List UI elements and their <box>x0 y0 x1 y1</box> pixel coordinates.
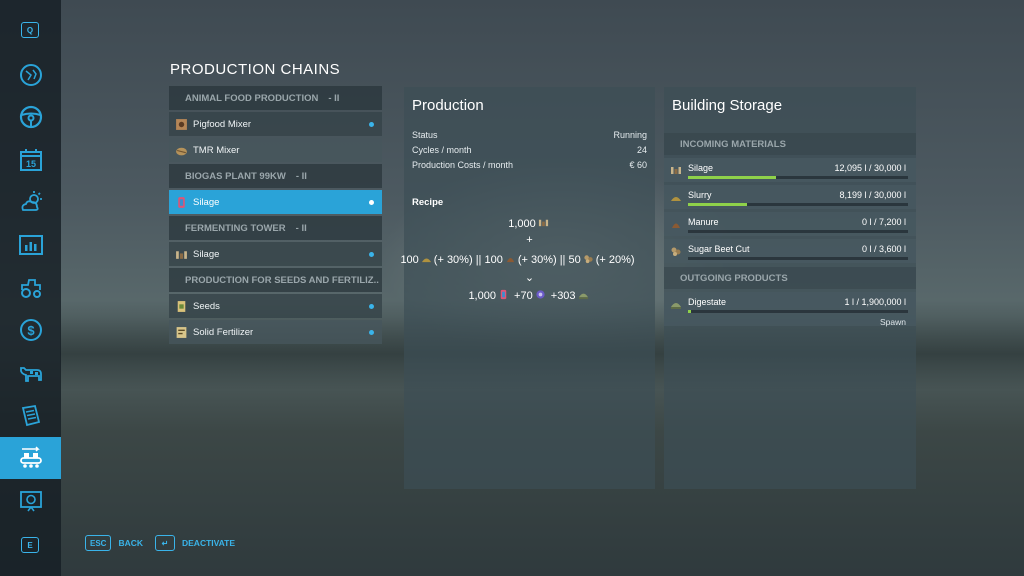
production-panel: Production Status Running Cycles / month 2… <box>400 87 655 489</box>
production-title: Production <box>412 97 484 114</box>
manure-icon <box>672 223 680 228</box>
storage-row-sugar-beet-cut: Sugar Beet Cut 0 l / 3,600 l <box>664 239 916 263</box>
methane-icon <box>536 290 545 299</box>
silage-icon <box>500 289 507 300</box>
active-dot <box>369 303 374 309</box>
calendar-icon: 15 <box>19 149 42 171</box>
calendar-day: 15 <box>25 159 35 169</box>
output-mode[interactable]: Spawn <box>880 317 906 327</box>
slurry-icon <box>421 258 431 263</box>
back-button[interactable]: ESC BACK <box>85 535 143 551</box>
next-tab-key[interactable]: E <box>21 537 39 553</box>
active-dot <box>369 121 374 127</box>
recipe-plus: + <box>526 234 533 246</box>
fill-bar <box>688 176 776 179</box>
storage-row-slurry: Slurry 8,199 l / 30,000 l <box>664 185 916 209</box>
digestate-icon <box>578 293 588 300</box>
sidebar-item-map[interactable] <box>0 54 61 96</box>
recipe-arrow: ⌄ <box>524 272 535 284</box>
tmr-icon <box>176 147 187 155</box>
sidebar: Q 15 $ E <box>0 0 61 576</box>
contracts-icon <box>21 404 40 427</box>
tractor-icon <box>20 279 41 298</box>
recipe-input-main: 1,000 <box>404 217 655 230</box>
production-icon <box>19 446 42 468</box>
recipe-optional-inputs: 100 (+ 30%) || 100 (+ 30%) || 50 (+ 20%) <box>400 254 635 266</box>
silage-bales-icon <box>176 250 187 259</box>
chain-item-silage-biogas[interactable]: Silage <box>169 190 382 214</box>
chain-item-silage-fermenting[interactable]: Silage <box>169 242 382 266</box>
digestate-icon <box>671 303 681 309</box>
active-dot <box>369 329 374 335</box>
active-dot <box>369 199 374 205</box>
chain-group-header: FERMENTING TOWER - II <box>169 216 382 240</box>
sidebar-item-calendar[interactable]: 15 <box>0 139 61 181</box>
manure-icon <box>506 258 514 263</box>
sidebar-item-contracts[interactable] <box>0 395 61 437</box>
sidebar-item-production[interactable] <box>0 437 61 479</box>
storage-row-manure: Manure 0 l / 7,200 l <box>664 212 916 236</box>
finances-icon: $ <box>19 319 42 341</box>
weather-icon <box>21 191 42 211</box>
outgoing-products-header: OUTGOING PRODUCTS <box>664 267 916 289</box>
recipe-outputs: 1,000 +70 +303 <box>404 289 655 302</box>
incoming-materials-header: INCOMING MATERIALS <box>664 133 916 155</box>
slurry-icon <box>671 197 681 201</box>
fill-bar <box>688 203 748 206</box>
chain-item-tmr-mixer[interactable]: TMR Mixer <box>169 138 382 162</box>
sidebar-item-help[interactable] <box>0 480 61 522</box>
sidebar-item-vehicles[interactable] <box>0 96 61 138</box>
fertilizer-icon <box>176 326 187 338</box>
deactivate-button[interactable]: ↵ DEACTIVATE <box>155 535 235 551</box>
help-icon <box>19 491 42 512</box>
fill-bar <box>688 310 691 313</box>
costs-row: Production Costs / month € 60 <box>412 160 647 170</box>
sidebar-item-weather[interactable] <box>0 181 61 223</box>
pigfood-icon <box>176 118 187 130</box>
statistics-icon <box>18 235 43 255</box>
esc-key: ESC <box>85 535 112 551</box>
silage-bales-icon <box>671 167 681 174</box>
active-dot <box>369 251 374 257</box>
status-value: Running <box>613 130 647 140</box>
storage-title: Building Storage <box>672 97 783 114</box>
sidebar-item-statistics[interactable] <box>0 224 61 266</box>
status-row: Status Running <box>412 130 647 145</box>
sugar-beet-cut-icon <box>671 247 681 256</box>
map-icon <box>19 64 42 86</box>
steering-wheel-icon <box>19 105 42 129</box>
building-storage-panel: Building Storage INCOMING MATERIALS Sila… <box>664 87 916 489</box>
enter-key: ↵ <box>155 535 175 551</box>
recipe-title: Recipe <box>412 197 444 208</box>
chain-group-header: PRODUCTION FOR SEEDS AND FERTILIZ.. <box>169 268 382 292</box>
silage-bales-icon <box>538 219 548 227</box>
page-title: PRODUCTION CHAINS <box>170 61 341 78</box>
storage-row-silage: Silage 12,095 l / 30,000 l <box>664 158 916 182</box>
cycles-row: Cycles / month 24 <box>412 145 647 155</box>
sidebar-item-animals[interactable] <box>0 352 61 394</box>
animals-icon <box>19 367 42 382</box>
chain-item-solid-fertilizer[interactable]: Solid Fertilizer <box>169 320 382 344</box>
production-chains-list: ANIMAL FOOD PRODUCTION - II Pigfood Mixer… <box>169 86 382 344</box>
svg-text:$: $ <box>27 323 35 338</box>
prev-tab-key[interactable]: Q <box>21 22 39 38</box>
seeds-icon <box>177 300 186 312</box>
silage-icon <box>178 196 185 208</box>
chain-group-header: ANIMAL FOOD PRODUCTION - II <box>169 86 382 110</box>
sugar-beet-cut-icon <box>584 255 593 264</box>
chain-item-seeds[interactable]: Seeds <box>169 294 382 318</box>
chain-item-pigfood-mixer[interactable]: Pigfood Mixer <box>169 112 382 136</box>
sidebar-item-garage[interactable] <box>0 266 61 308</box>
sidebar-item-finances[interactable]: $ <box>0 309 61 351</box>
chain-group-header: BIOGAS PLANT 99KW - II <box>169 164 382 188</box>
storage-row-digestate: Digestate 1 l / 1,900,000 l Spawn <box>664 292 916 327</box>
